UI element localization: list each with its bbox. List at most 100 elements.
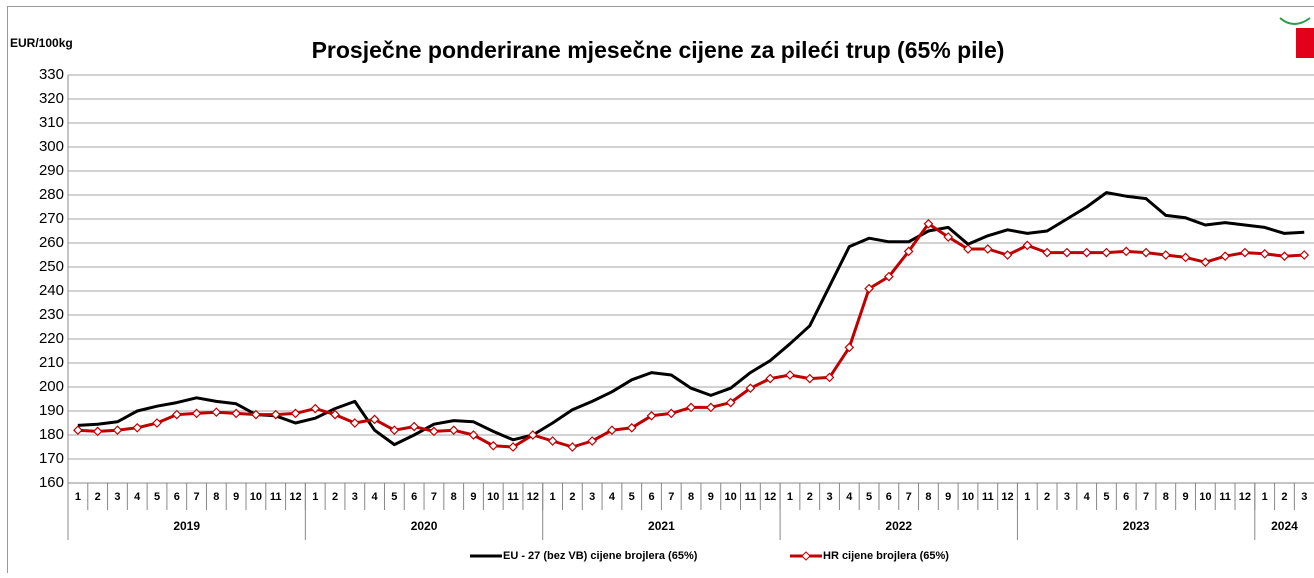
x-tick-label: 3 xyxy=(1301,491,1307,503)
data-point xyxy=(984,245,992,253)
x-tick-label: 2 xyxy=(1044,491,1050,503)
y-tick-label: 260 xyxy=(39,234,64,251)
y-tick-label: 250 xyxy=(39,258,64,275)
legend-label: EU - 27 (bez VB) cijene brojlera (65%) xyxy=(503,550,698,562)
x-tick-label: 11 xyxy=(982,491,994,503)
x-tick-label: 1 xyxy=(1024,491,1030,503)
x-tick-label: 7 xyxy=(668,491,674,503)
data-point xyxy=(113,426,121,434)
data-point xyxy=(1221,252,1229,260)
x-tick-label: 11 xyxy=(745,491,757,503)
y-tick-label: 280 xyxy=(39,186,64,203)
data-point xyxy=(430,427,438,435)
data-point xyxy=(549,437,557,445)
data-point xyxy=(1261,250,1269,258)
data-point xyxy=(1083,249,1091,257)
x-tick-label: 3 xyxy=(826,491,832,503)
x-tick-label: 9 xyxy=(945,491,951,503)
data-point xyxy=(1122,247,1130,255)
data-point xyxy=(1043,249,1051,257)
y-tick-label: 220 xyxy=(39,330,64,347)
x-tick-label: 4 xyxy=(609,491,616,503)
x-tick-label: 9 xyxy=(470,491,476,503)
x-tick-label: 10 xyxy=(1199,491,1211,503)
data-point xyxy=(1241,249,1249,257)
x-tick-label: 2 xyxy=(807,491,813,503)
x-tick-label: 5 xyxy=(629,491,635,503)
x-tick-label: 3 xyxy=(589,491,595,503)
x-tick-label: 3 xyxy=(1064,491,1070,503)
x-tick-label: 12 xyxy=(1001,491,1013,503)
x-tick-label: 9 xyxy=(708,491,714,503)
x-tick-label: 9 xyxy=(233,491,239,503)
x-tick-label: 1 xyxy=(787,491,793,503)
x-tick-label: 7 xyxy=(1143,491,1149,503)
x-tick-label: 8 xyxy=(688,491,694,503)
data-point xyxy=(410,423,418,431)
x-tick-label: 12 xyxy=(527,491,539,503)
data-point xyxy=(74,426,82,434)
legend-label: HR cijene brojlera (65%) xyxy=(823,550,949,562)
x-tick-label: 9 xyxy=(1183,491,1189,503)
x-tick-label: 11 xyxy=(270,491,282,503)
legend-marker xyxy=(802,552,810,560)
x-tick-label: 8 xyxy=(451,491,457,503)
y-tick-label: 210 xyxy=(39,354,64,371)
x-tick-label: 2 xyxy=(569,491,575,503)
data-point xyxy=(133,424,141,432)
x-tick-label: 12 xyxy=(764,491,776,503)
x-tick-label: 10 xyxy=(962,491,974,503)
data-point xyxy=(1142,249,1150,257)
y-axis-label: EUR/100kg xyxy=(10,36,73,50)
y-tick-label: 320 xyxy=(39,90,64,107)
data-point xyxy=(1102,249,1110,257)
x-tick-label: 10 xyxy=(725,491,737,503)
chart-title: Prosječne ponderirane mjesečne cijene za… xyxy=(312,37,1005,63)
data-point xyxy=(1300,251,1308,259)
data-point xyxy=(786,371,794,379)
x-tick-label: 11 xyxy=(507,491,519,503)
data-point xyxy=(568,443,576,451)
year-label: 2024 xyxy=(1271,519,1298,533)
data-point xyxy=(1201,258,1209,266)
data-point xyxy=(1162,251,1170,259)
x-tick-label: 12 xyxy=(289,491,301,503)
x-tick-label: 5 xyxy=(1103,491,1109,503)
data-point xyxy=(1182,253,1190,261)
x-tick-label: 5 xyxy=(391,491,397,503)
chart-border xyxy=(8,7,1314,574)
x-tick-label: 7 xyxy=(194,491,200,503)
data-point xyxy=(450,426,458,434)
y-tick-label: 300 xyxy=(39,138,64,155)
x-tick-label: 10 xyxy=(487,491,499,503)
y-tick-label: 160 xyxy=(39,474,64,491)
x-tick-label: 6 xyxy=(411,491,417,503)
x-tick-label: 8 xyxy=(213,491,219,503)
x-tick-label: 10 xyxy=(250,491,262,503)
series-line xyxy=(78,224,1304,447)
x-tick-label: 1 xyxy=(75,491,81,503)
year-label: 2020 xyxy=(411,519,438,533)
x-tick-label: 3 xyxy=(352,491,358,503)
x-tick-label: 2 xyxy=(1281,491,1287,503)
x-tick-label: 4 xyxy=(134,491,141,503)
x-tick-label: 8 xyxy=(1163,491,1169,503)
y-tick-label: 330 xyxy=(39,66,64,83)
x-tick-label: 1 xyxy=(312,491,318,503)
x-tick-label: 8 xyxy=(925,491,931,503)
x-tick-label: 3 xyxy=(114,491,120,503)
y-tick-label: 290 xyxy=(39,162,64,179)
x-tick-label: 6 xyxy=(648,491,654,503)
x-tick-label: 12 xyxy=(1239,491,1251,503)
x-tick-label: 11 xyxy=(1219,491,1231,503)
data-point xyxy=(707,403,715,411)
x-tick-label: 2 xyxy=(332,491,338,503)
data-point xyxy=(806,375,814,383)
x-tick-label: 4 xyxy=(372,491,379,503)
logo xyxy=(1280,18,1314,58)
x-tick-label: 5 xyxy=(154,491,160,503)
y-tick-label: 200 xyxy=(39,378,64,395)
x-tick-label: 4 xyxy=(1084,491,1091,503)
x-tick-label: 6 xyxy=(174,491,180,503)
